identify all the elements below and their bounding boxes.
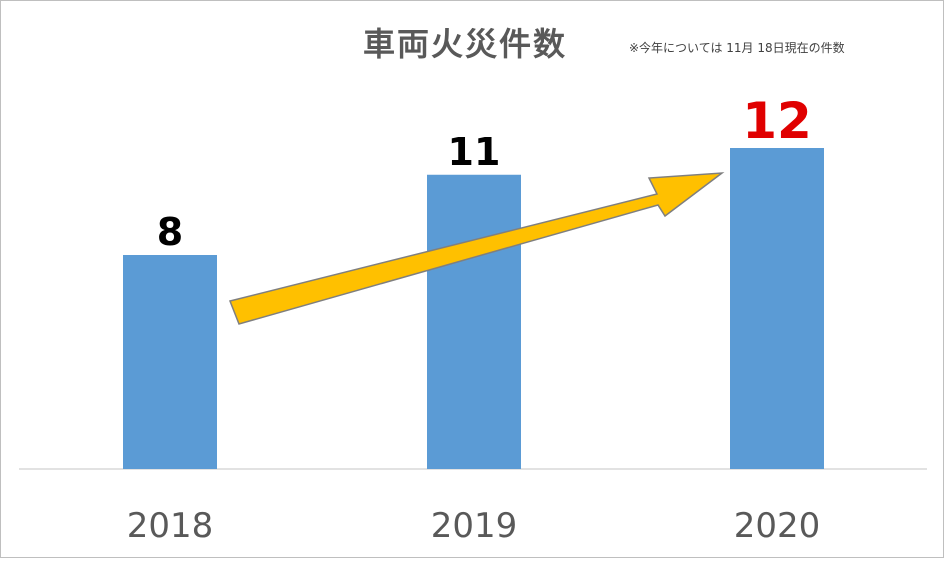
- x-tick-label-2019: 2019: [431, 506, 518, 546]
- value-label-2020: 12: [742, 92, 812, 150]
- bar-2020: [730, 148, 824, 469]
- value-label-2019: 11: [448, 130, 501, 174]
- bar-2019: [427, 174, 521, 469]
- chart-note: ※今年については 11月 18日現在の件数: [629, 41, 845, 55]
- chart-title: 車両火災件数: [363, 25, 568, 63]
- trend-arrow: [228, 172, 725, 325]
- value-label-2018: 8: [157, 210, 183, 254]
- bar-2018: [123, 255, 217, 469]
- x-tick-label-2020: 2020: [734, 506, 821, 546]
- x-tick-label-2018: 2018: [127, 506, 214, 546]
